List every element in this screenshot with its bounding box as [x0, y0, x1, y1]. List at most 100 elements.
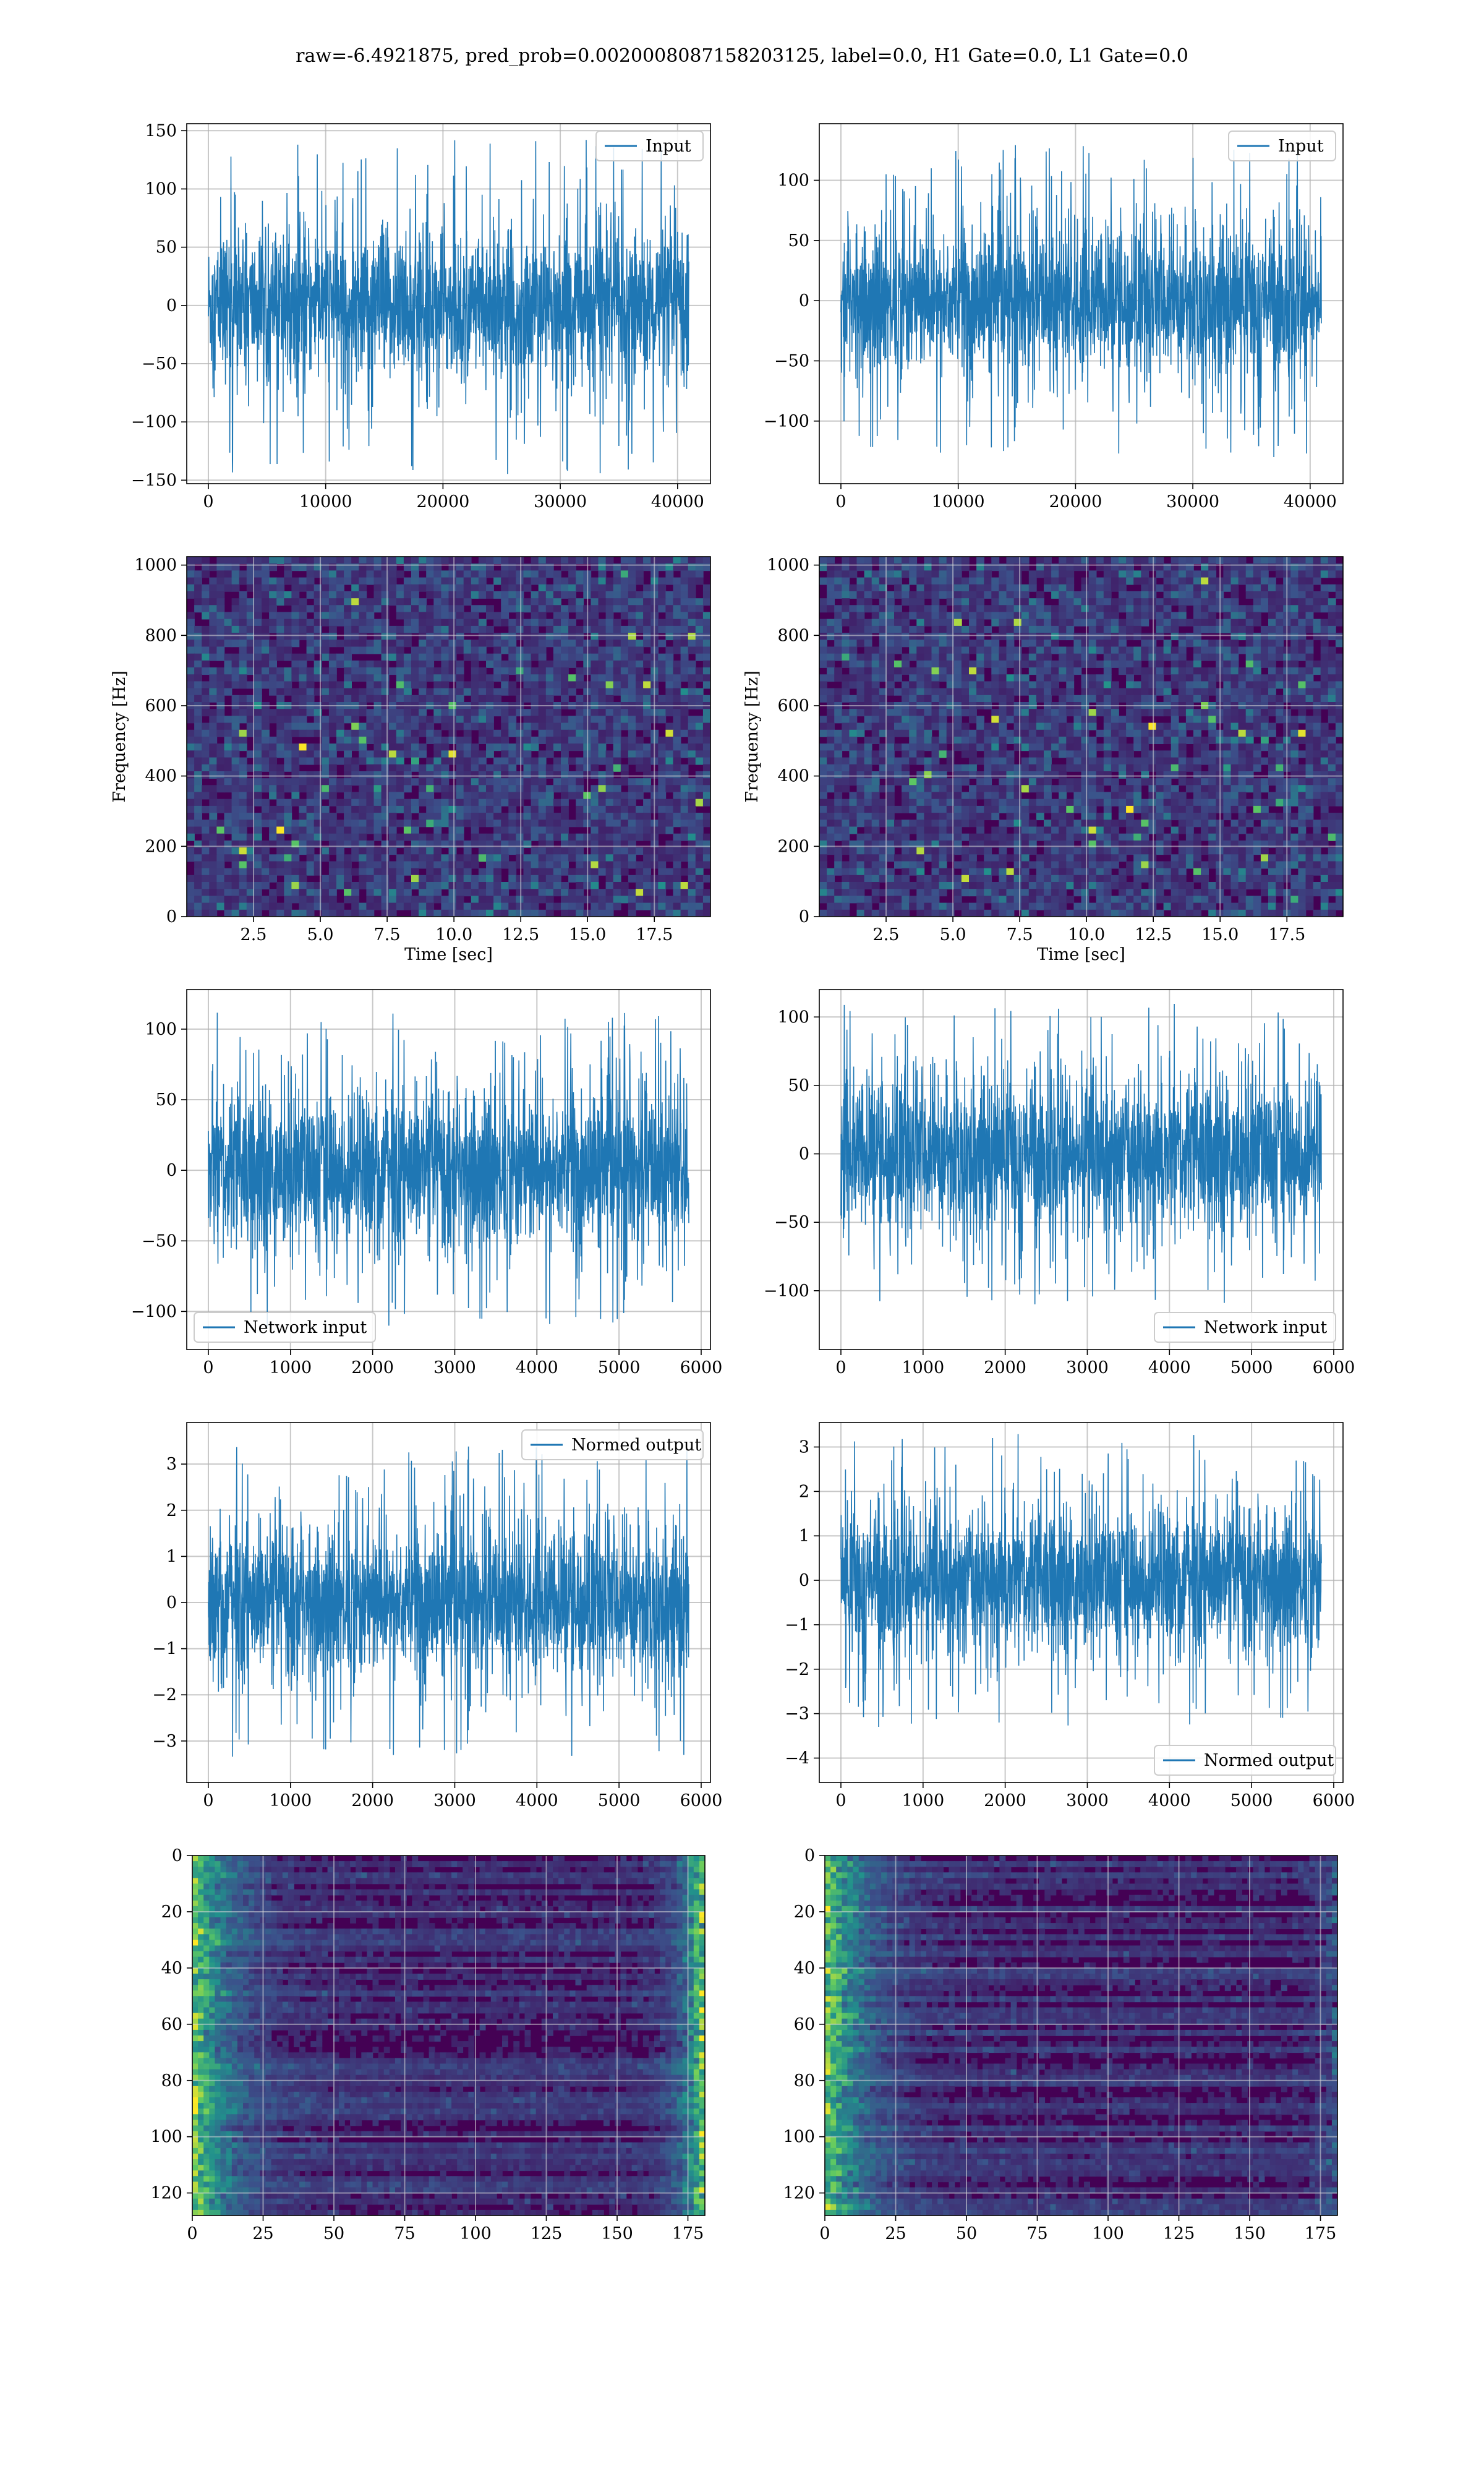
heatmap-cell [194, 577, 202, 585]
heatmap-cell [849, 570, 858, 578]
heatmap-cell [508, 598, 517, 606]
heatmap-cell [269, 778, 277, 786]
heatmap-cell [381, 792, 390, 800]
heatmap-cell [373, 798, 382, 807]
heatmap-cell [969, 618, 977, 627]
heatmap-cell [643, 798, 651, 807]
heatmap-cell [1066, 570, 1075, 578]
heatmap-cell [1081, 605, 1090, 613]
heatmap-cell [665, 868, 674, 876]
heatmap-cell [1036, 674, 1044, 682]
heatmap-cell [702, 909, 710, 917]
heatmap-cell [819, 653, 827, 661]
heatmap-cell [516, 882, 524, 889]
heatmap-cell [939, 591, 947, 599]
heatmap-cell [598, 833, 607, 841]
heatmap-cell [336, 854, 344, 862]
heatmap-cell [1230, 709, 1239, 717]
heatmap-cell [1245, 695, 1254, 703]
heatmap-cell [894, 716, 902, 724]
heatmap-cell [284, 743, 292, 751]
heatmap-cell [1133, 577, 1142, 585]
heatmap-cell [576, 889, 584, 897]
heatmap-cell [1193, 653, 1201, 661]
heatmap-cell [373, 757, 382, 765]
heatmap-cell [493, 778, 501, 786]
heatmap-cell [1320, 695, 1329, 703]
heatmap-cell [591, 771, 599, 779]
heatmap-cell [516, 653, 524, 661]
heatmap-cell [591, 709, 599, 717]
heatmap-cell [254, 868, 262, 876]
heatmap-cell [463, 778, 472, 786]
heatmap-cell [403, 778, 412, 786]
heatmap-cell [254, 826, 262, 834]
heatmap-cell [321, 633, 330, 641]
heatmap-cell [1238, 557, 1247, 564]
heatmap-cell [1028, 605, 1037, 613]
heatmap-cell [969, 695, 977, 703]
heatmap-cell [516, 688, 524, 696]
heatmap-cell [1006, 557, 1015, 564]
heatmap-cell [1230, 584, 1239, 592]
heatmap-cell [1171, 618, 1179, 627]
heatmap-cell [834, 653, 843, 661]
heatmap-cell [1193, 660, 1201, 668]
heatmap-cell [1096, 633, 1104, 641]
heatmap-cell [403, 640, 412, 648]
heatmap-cell [1260, 577, 1269, 585]
heatmap-cell [284, 674, 292, 682]
heatmap-cell [254, 646, 262, 654]
heatmap-cell [209, 902, 218, 910]
heatmap-cell [463, 709, 472, 717]
y-tick-label: 50 [788, 231, 809, 250]
heatmap-cell [984, 653, 992, 661]
heatmap-cell [1103, 674, 1112, 682]
heatmap-cell [568, 847, 576, 855]
heatmap-cell [1088, 591, 1097, 599]
heatmap-cell [658, 653, 667, 661]
heatmap-cell [598, 570, 607, 578]
heatmap-cell [1171, 577, 1179, 585]
heatmap-cell [1028, 688, 1037, 696]
heatmap-cell [999, 709, 1007, 717]
heatmap-cell [1276, 612, 1284, 620]
heatmap-cell [1081, 577, 1090, 585]
heatmap-cell [999, 681, 1007, 689]
heatmap-cell [1305, 653, 1314, 661]
subplot-3: 2.5 5.0 7.5 10.0 12.5 15.0 17.5020040060080010… [110, 556, 711, 964]
heatmap-cell [426, 716, 435, 724]
heatmap-cell [1223, 598, 1232, 606]
heatmap-cell [1006, 674, 1015, 682]
heatmap-cell [478, 737, 487, 744]
heatmap-cell [239, 695, 247, 703]
heatmap-cell [471, 625, 479, 633]
heatmap-cell [1111, 709, 1119, 717]
heatmap-cell [231, 557, 240, 564]
heatmap-cell [463, 771, 472, 779]
heatmap-cell [613, 896, 621, 904]
heatmap-cell [284, 570, 292, 578]
heatmap-cell [381, 695, 390, 703]
heatmap-cell [501, 716, 510, 724]
heatmap-cell [856, 653, 865, 661]
heatmap-cell [351, 709, 360, 717]
heatmap-cell [396, 667, 404, 675]
heatmap-cell [1013, 570, 1022, 578]
heatmap-cell [1230, 660, 1239, 668]
heatmap-cell [665, 660, 674, 668]
heatmap-cell [665, 612, 674, 620]
heatmap-cell [879, 660, 887, 668]
heatmap-cell [538, 695, 547, 703]
heatmap-cell [426, 557, 435, 564]
heatmap-cell [688, 861, 696, 869]
heatmap-cell [628, 909, 636, 917]
heatmap-cell [628, 854, 636, 862]
heatmap-cell [1044, 633, 1052, 641]
heatmap-cell [209, 861, 218, 869]
heatmap-cell [545, 833, 554, 841]
heatmap-cell [1103, 618, 1112, 627]
heatmap-cell [636, 681, 644, 689]
heatmap-cell [351, 660, 360, 668]
heatmap-cell [1223, 737, 1232, 744]
